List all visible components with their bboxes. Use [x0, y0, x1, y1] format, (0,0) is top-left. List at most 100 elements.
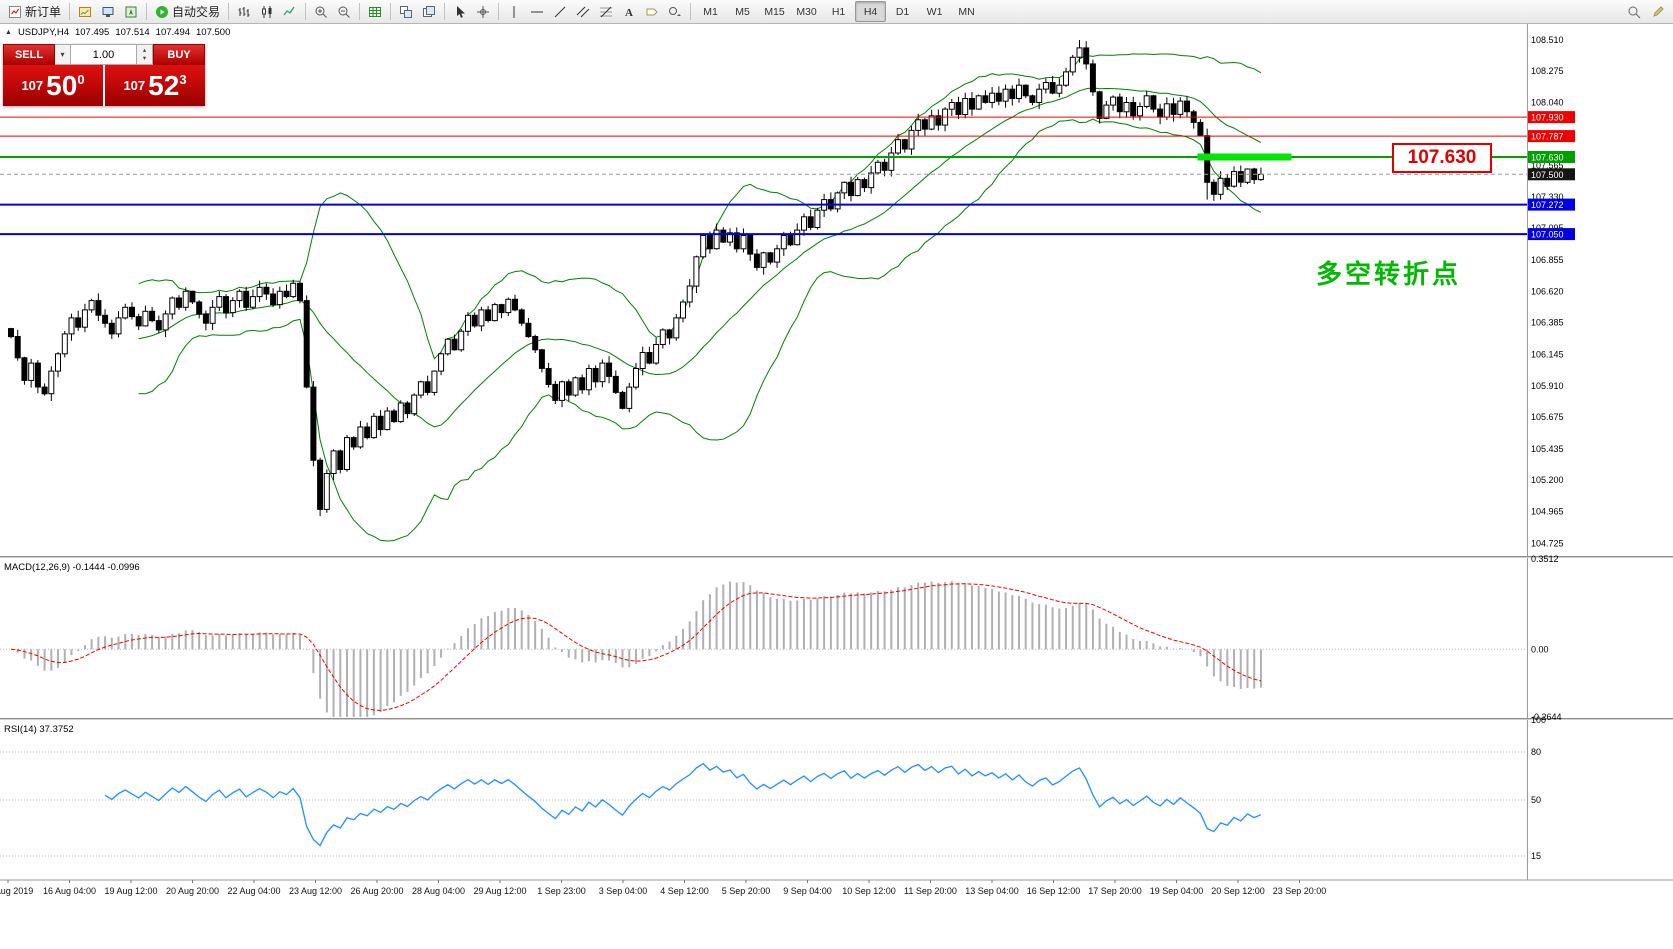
ohlc-close: 107.500	[196, 27, 231, 38]
svg-text:16 Aug 04:00: 16 Aug 04:00	[43, 886, 96, 896]
svg-text:0.3512: 0.3512	[1531, 554, 1559, 564]
crosshair-button[interactable]	[472, 1, 494, 22]
time-axis[interactable]: 14 Aug 2019 16 Aug 04:00 19 Aug 12:00 20 Au…	[0, 879, 1673, 896]
toolbar-separator	[359, 3, 361, 20]
vertical-line-button[interactable]	[503, 1, 525, 22]
data-window-icon	[124, 5, 138, 19]
arrow-label-button[interactable]	[641, 1, 663, 22]
turning-point-note[interactable]: 多空转折点	[1316, 259, 1462, 289]
sell-button[interactable]: SELL	[3, 44, 55, 65]
svg-text:107.500: 107.500	[1531, 170, 1564, 180]
timeframe-w1[interactable]: W1	[919, 1, 950, 22]
buy-price[interactable]: 107 52 3	[105, 65, 205, 106]
timeframe-h4[interactable]: H4	[855, 1, 887, 22]
cascade-windows-button[interactable]	[418, 1, 440, 22]
svg-text:10 Sep 12:00: 10 Sep 12:00	[842, 886, 896, 896]
zoom-in-button[interactable]	[310, 1, 332, 22]
timeframe-h1[interactable]: H1	[823, 1, 854, 22]
price-chart[interactable]: 108.510 108.275 108.040 107.565 107.330 107.0…	[0, 24, 1673, 949]
sell-price[interactable]: 107 50 0	[3, 65, 103, 106]
svg-text:105.675: 105.675	[1531, 412, 1564, 422]
profiles-button[interactable]	[97, 1, 119, 22]
main-pane[interactable]	[0, 40, 1527, 542]
svg-text:104.725: 104.725	[1531, 538, 1564, 548]
line-chart-button[interactable]	[279, 1, 301, 22]
timeframe-m5[interactable]: M5	[727, 1, 758, 22]
timeframe-mn[interactable]: MN	[951, 1, 982, 22]
text-button[interactable]: A	[618, 1, 640, 22]
svg-text:107.787: 107.787	[1531, 132, 1564, 142]
svg-text:29 Aug 12:00: 29 Aug 12:00	[473, 886, 526, 896]
svg-text:105.200: 105.200	[1531, 475, 1564, 485]
svg-text:22 Aug 04:00: 22 Aug 04:00	[227, 886, 280, 896]
fibonacci-button[interactable]	[595, 1, 617, 22]
horizontal-line-button[interactable]	[526, 1, 548, 22]
svg-text:107.630: 107.630	[1531, 153, 1564, 163]
data-window-button[interactable]	[120, 1, 142, 22]
svg-text:3 Sep 04:00: 3 Sep 04:00	[599, 886, 648, 896]
tile-windows-button[interactable]	[395, 1, 417, 22]
line-chart-icon	[283, 5, 297, 19]
svg-text:13 Sep 04:00: 13 Sep 04:00	[965, 886, 1019, 896]
timeframe-m1[interactable]: M1	[695, 1, 726, 22]
timeframe-m1-label: M1	[703, 5, 718, 18]
toolbar-right-group	[1623, 1, 1669, 22]
zoom-out-button[interactable]	[333, 1, 355, 22]
channel-icon	[576, 5, 590, 19]
svg-text:26 Aug 20:00: 26 Aug 20:00	[350, 886, 403, 896]
svg-text:104.965: 104.965	[1531, 506, 1564, 516]
rsi-pane[interactable]: 100 80 50 15	[0, 715, 1546, 861]
auto-trading-button[interactable]: 自动交易	[151, 1, 224, 22]
zoom-out-icon	[337, 5, 351, 19]
timeframe-h1-label: H1	[831, 5, 846, 18]
ohlc-open: 107.495	[74, 27, 110, 38]
svg-text:17 Sep 20:00: 17 Sep 20:00	[1088, 886, 1142, 896]
timeframe-d1[interactable]: D1	[887, 1, 918, 22]
svg-text:106.385: 106.385	[1531, 318, 1564, 328]
bar-chart-button[interactable]	[233, 1, 255, 22]
cursor-button[interactable]	[449, 1, 471, 22]
trendline-button[interactable]	[549, 1, 571, 22]
crosshair-icon	[476, 5, 490, 19]
svg-text:19 Aug 12:00: 19 Aug 12:00	[104, 886, 157, 896]
strategy-tester-button[interactable]	[364, 1, 386, 22]
horizontal-line-icon	[530, 5, 544, 19]
channel-button[interactable]	[572, 1, 594, 22]
volume-down-icon[interactable]: ▾	[142, 54, 147, 62]
price-scale[interactable]: 108.510 108.275 108.040 107.565 107.330 107.0…	[1527, 24, 1576, 880]
candles	[8, 40, 1264, 517]
edit-button[interactable]	[1647, 1, 1669, 22]
candlestick-chart-icon	[260, 5, 274, 19]
svg-text:80: 80	[1531, 747, 1541, 757]
svg-text:19 Sep 04:00: 19 Sep 04:00	[1150, 886, 1204, 896]
quick-search-icon	[1627, 5, 1641, 19]
svg-text:23 Aug 12:00: 23 Aug 12:00	[289, 886, 342, 896]
price-callout[interactable]: 107.630	[1392, 143, 1492, 173]
volume-stepper[interactable]: ▴ ▾	[136, 44, 153, 65]
svg-text:107.565: 107.565	[1531, 161, 1564, 171]
timeframe-m30[interactable]: M30	[791, 1, 822, 22]
candlestick-chart-button[interactable]	[256, 1, 278, 22]
shapes-icon	[668, 5, 682, 19]
svg-text:50: 50	[1531, 795, 1541, 805]
svg-text:106.855: 106.855	[1531, 255, 1564, 265]
buy-button[interactable]: BUY	[153, 44, 205, 65]
shapes-button[interactable]	[664, 1, 686, 22]
timeframe-m15[interactable]: M15	[759, 1, 790, 22]
macd-pane[interactable]: 0.3512 0.00 -0.2644	[0, 554, 1562, 722]
chart-marker-icon: ▲	[5, 29, 12, 36]
svg-text:100: 100	[1531, 715, 1546, 725]
profiles-icon	[101, 5, 115, 19]
timeframe-d1-label: D1	[895, 5, 910, 18]
volume-input[interactable]	[71, 44, 136, 65]
quick-search-button[interactable]	[1623, 1, 1645, 22]
new-order-button[interactable]: 新订单	[4, 1, 65, 22]
macd-label: MACD(12,26,9) -0.1444 -0.0996	[4, 562, 140, 573]
timeframe-h4-label: H4	[863, 5, 878, 18]
order-type-dropdown[interactable]: ▾	[55, 44, 71, 65]
volume-up-icon[interactable]: ▴	[142, 47, 147, 55]
chart-area: 108.510 108.275 108.040 107.565 107.330 107.0…	[0, 24, 1673, 949]
highlight-segment[interactable]	[1197, 153, 1292, 161]
charts-button[interactable]	[74, 1, 96, 22]
